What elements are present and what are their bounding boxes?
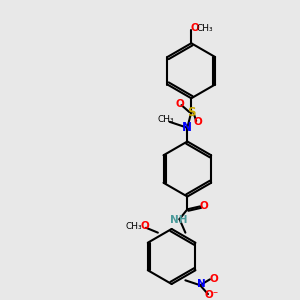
- Text: O⁻: O⁻: [205, 290, 219, 300]
- Text: NH: NH: [170, 215, 187, 225]
- Text: CH₃: CH₃: [197, 24, 213, 33]
- Text: O: O: [191, 23, 200, 34]
- Text: O: O: [141, 221, 149, 231]
- Text: N: N: [182, 121, 192, 134]
- Text: O: O: [194, 117, 203, 127]
- Text: O: O: [209, 274, 218, 284]
- Text: N: N: [197, 279, 206, 289]
- Text: CH₃: CH₃: [126, 222, 142, 231]
- Text: O: O: [175, 99, 184, 109]
- Text: O: O: [200, 201, 208, 212]
- Text: S: S: [187, 106, 196, 118]
- Text: CH₃: CH₃: [158, 116, 174, 124]
